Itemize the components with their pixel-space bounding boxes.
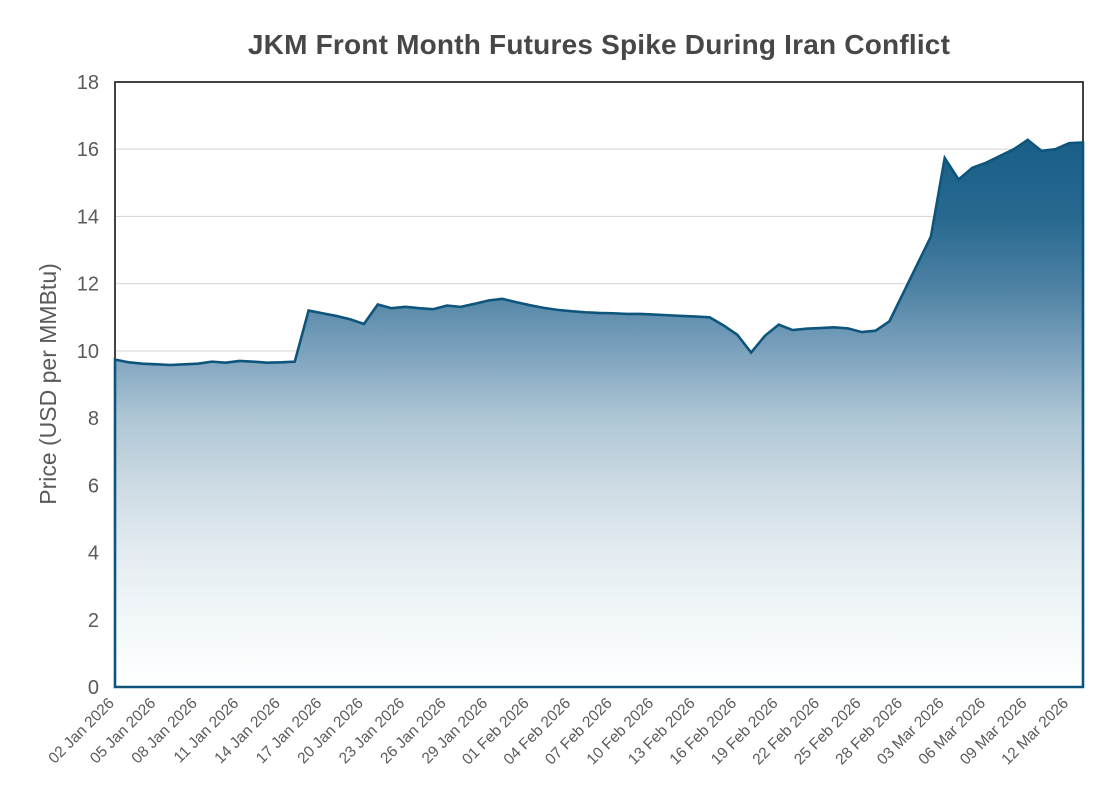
y-tick-labels: 0 2 4 6 8 10 12 14 16 18 <box>77 72 99 699</box>
y-tick-label: 18 <box>77 72 99 94</box>
area-series <box>113 138 1085 689</box>
y-tick-label: 6 <box>88 475 99 497</box>
y-tick-label: 12 <box>77 274 99 296</box>
chart-title: JKM Front Month Futures Spike During Ira… <box>248 29 950 60</box>
y-axis-label: Price (USD per MMBtu) <box>35 263 61 505</box>
y-tick-label: 10 <box>77 341 99 363</box>
y-tick-label: 8 <box>88 408 99 430</box>
y-tick-label: 0 <box>88 677 99 699</box>
y-tick-label: 4 <box>88 543 99 565</box>
y-tick-label: 14 <box>77 206 99 228</box>
y-tick-label: 16 <box>77 139 99 161</box>
y-tick-label: 2 <box>88 610 99 632</box>
